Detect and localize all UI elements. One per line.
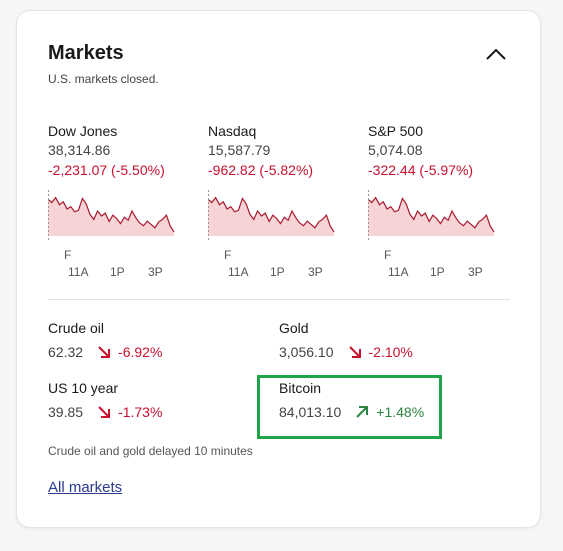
quote-value: 84,013.10 — [279, 404, 342, 420]
quote-change: -6.92% — [118, 344, 163, 360]
sparkline-nasdaq: F 11A 1P 3P — [208, 188, 348, 288]
tick-day: F — [384, 248, 392, 262]
quote-name: Bitcoin — [279, 380, 322, 396]
section-divider — [48, 299, 510, 300]
arrow-down-right-icon — [348, 346, 361, 358]
arrow-down-right-icon — [98, 346, 111, 358]
tick-time: 11A — [68, 265, 89, 279]
tick-time: 3P — [308, 265, 323, 279]
sparkline-line — [208, 196, 335, 233]
tick-time: 1P — [110, 265, 125, 279]
quote-name: Gold — [279, 320, 309, 336]
index-change: -2,231.07 (-5.50%) — [48, 162, 165, 178]
sparkline-dow-jones: F 11A 1P 3P — [48, 188, 188, 288]
sparkline-area — [368, 197, 494, 236]
tick-time: 1P — [270, 265, 285, 279]
tick-time: 3P — [148, 265, 163, 279]
quote-change: -1.73% — [118, 404, 163, 420]
delay-footnote: Crude oil and gold delayed 10 minutes — [48, 444, 253, 458]
market-status: U.S. markets closed. — [48, 72, 159, 86]
quote-change: +1.48% — [376, 404, 425, 420]
all-markets-link[interactable]: All markets — [48, 479, 123, 496]
arrow-down-right-icon — [98, 406, 111, 418]
sparkline-area — [208, 197, 334, 236]
widget-title: Markets — [48, 42, 124, 64]
quote-change: -2.10% — [368, 344, 413, 360]
quote-value: 62.32 — [48, 344, 84, 360]
tick-time: 11A — [228, 265, 249, 279]
tick-day: F — [224, 248, 232, 262]
tick-time: 11A — [388, 265, 409, 279]
quote-gold[interactable]: Gold 3,056.10 -2.10% — [279, 319, 469, 361]
arrow-up-right-icon — [356, 406, 369, 418]
tick-time: 3P — [468, 265, 483, 279]
quote-name: US 10 year — [48, 380, 119, 396]
index-value: 38,314.86 — [48, 142, 111, 158]
sparkline-line — [368, 196, 495, 233]
collapse-button[interactable] — [481, 41, 511, 67]
bitcoin-highlight-box — [257, 375, 442, 439]
index-value: 5,074.08 — [368, 142, 423, 158]
sparkline-graph — [368, 190, 495, 240]
index-name: Nasdaq — [208, 123, 257, 139]
quote-name: Crude oil — [48, 320, 105, 336]
sparkline-graph — [48, 190, 175, 240]
index-nasdaq[interactable]: Nasdaq 15,587.79 -962.82 (-5.82%) — [208, 122, 358, 180]
index-name: Dow Jones — [48, 123, 118, 139]
tick-day: F — [64, 248, 72, 262]
tick-time: 1P — [430, 265, 445, 279]
index-change: -322.44 (-5.97%) — [368, 162, 474, 178]
sparkline-area — [48, 197, 174, 236]
quote-value: 39.85 — [48, 404, 84, 420]
index-sp500[interactable]: S&P 500 5,074.08 -322.44 (-5.97%) — [368, 122, 518, 180]
index-dow-jones[interactable]: Dow Jones 38,314.86 -2,231.07 (-5.50%) — [48, 122, 198, 180]
sparkline-graph — [208, 190, 335, 240]
quote-crude-oil[interactable]: Crude oil 62.32 -6.92% — [48, 319, 238, 361]
chevron-up-icon — [486, 48, 506, 60]
index-name: S&P 500 — [368, 123, 424, 139]
sparkline-line — [48, 196, 175, 233]
index-value: 15,587.79 — [208, 142, 271, 158]
quote-value: 3,056.10 — [279, 344, 334, 360]
index-change: -962.82 (-5.82%) — [208, 162, 314, 178]
quote-bitcoin[interactable]: Bitcoin 84,013.10 +1.48% — [279, 379, 469, 421]
markets-card: Markets U.S. markets closed. Dow Jones 3… — [16, 10, 541, 528]
sparkline-sp500: F 11A 1P 3P — [368, 188, 508, 288]
quote-us-10-year[interactable]: US 10 year 39.85 -1.73% — [48, 379, 238, 421]
